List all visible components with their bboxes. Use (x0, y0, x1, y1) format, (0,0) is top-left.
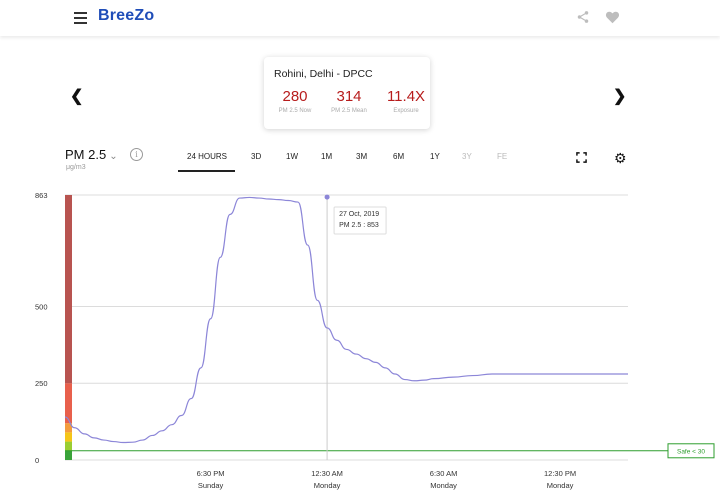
x-tick-day-label: Monday (314, 481, 341, 490)
tooltip-date: 27 Oct, 2019 (339, 211, 379, 218)
pollutant-selected: PM 2.5 (65, 147, 107, 162)
tab-3y: 3Y (462, 152, 472, 161)
exposure-label: Exposure (393, 108, 419, 114)
tab-1y[interactable]: 1Y (430, 152, 440, 161)
aqi-band (65, 423, 72, 433)
share-icon[interactable] (576, 10, 590, 24)
heart-icon[interactable] (605, 10, 620, 24)
aqi-band (65, 383, 72, 424)
aqi-band (65, 195, 72, 384)
tab-1w[interactable]: 1W (286, 152, 298, 161)
info-icon[interactable]: i (130, 148, 143, 161)
aqi-band (65, 441, 72, 451)
safe-threshold-badge (667, 443, 715, 459)
y-tick-label: 0 (35, 456, 39, 465)
x-tick-time-label: 12:30 PM (544, 469, 576, 478)
pollutant-dropdown[interactable]: PM 2.5 ⌄ (65, 147, 118, 162)
pm25-series-line (64, 196, 628, 444)
tab-3m[interactable]: 3M (356, 152, 368, 161)
y-tick-label: 863 (35, 191, 48, 200)
tab-6m[interactable]: 6M (393, 152, 405, 161)
tooltip-box (333, 206, 387, 235)
y-tick-label: 500 (35, 302, 48, 311)
app-logo[interactable]: BreeZo (98, 7, 155, 24)
pm25-now-label: PM 2.5 Now (278, 108, 312, 114)
chevron-down-icon: ⌄ (109, 151, 118, 162)
y-tick-label: 250 (35, 379, 48, 388)
tab-24-hours[interactable]: 24 HOURS (187, 152, 228, 161)
unit-label: μg/m3 (66, 164, 86, 171)
x-tick-time-label: 6:30 PM (197, 469, 225, 478)
pm25-now-stat: 280 PM 2.5 Now (270, 88, 320, 114)
pm25-now-value: 280 (282, 88, 308, 105)
settings-gear-icon[interactable]: ⚙ (614, 150, 627, 166)
x-tick-time-label: 6:30 AM (430, 469, 458, 478)
aqi-band (65, 450, 72, 460)
pm25-mean-label: PM 2.5 Mean (331, 108, 367, 114)
hover-data-point (324, 194, 330, 200)
safe-threshold-label: Safe < 30 (677, 448, 705, 455)
next-station-button[interactable]: ❯ (613, 88, 627, 105)
exposure-stat: 11.4X Exposure (381, 88, 431, 114)
pm25-mean-stat: 314 PM 2.5 Mean (324, 88, 374, 114)
station-name: Rohini, Delhi - DPCC (274, 68, 373, 80)
x-tick-day-label: Monday (430, 481, 457, 490)
active-tab-indicator (178, 170, 235, 172)
pm25-mean-value: 314 (336, 88, 362, 105)
fullscreen-icon[interactable] (576, 152, 587, 163)
tab-fe: FE (497, 152, 508, 161)
station-summary-card: Rohini, Delhi - DPCC 280 PM 2.5 Now 314 … (264, 57, 430, 129)
top-app-bar: BreeZo (0, 0, 720, 36)
x-tick-day-label: Monday (547, 481, 574, 490)
previous-station-button[interactable]: ❮ (70, 88, 84, 105)
hamburger-menu-icon[interactable] (74, 12, 87, 24)
x-tick-time-label: 12:30 AM (311, 469, 343, 478)
x-tick-day-label: Sunday (198, 481, 224, 490)
tooltip-value: PM 2.5 : 853 (339, 222, 379, 229)
tab-1m[interactable]: 1M (321, 152, 333, 161)
exposure-value: 11.4X (386, 88, 426, 105)
tab-3d[interactable]: 3D (251, 152, 262, 161)
aqi-band (65, 432, 72, 442)
